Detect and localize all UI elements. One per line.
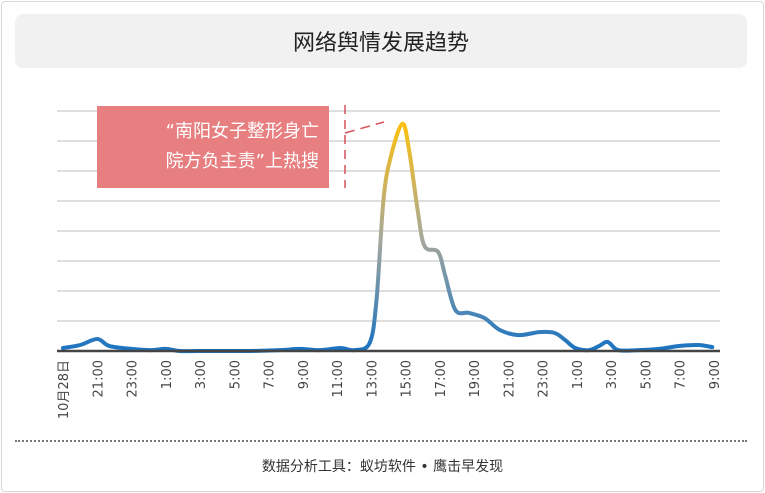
x-tick-label: 3:00: [605, 360, 620, 389]
x-tick-label: 5:00: [228, 360, 243, 389]
x-tick-label: 13:00: [365, 360, 380, 397]
x-tick-label: 21:00: [502, 360, 517, 397]
annotation-line-2: 院方负主责”上热搜: [165, 151, 319, 172]
x-tick-label: 19:00: [468, 360, 483, 397]
x-tick-label: 7:00: [674, 360, 689, 389]
x-tick-label: 1:00: [571, 360, 586, 389]
footer-source: 数据分析工具：蚁坊软件 • 鹰击早发现: [261, 459, 504, 475]
x-tick-label: 9:00: [708, 360, 723, 389]
annotation-line-1: “南阳女子整形身亡: [165, 121, 319, 142]
x-tick-label: 5:00: [639, 360, 654, 389]
x-tick-label: 7:00: [263, 360, 278, 389]
footer-divider: [15, 440, 747, 442]
x-tick-label: 17:00: [434, 360, 449, 397]
x-tick-label: 11:00: [331, 360, 346, 397]
annotation-leader-line: [344, 121, 385, 134]
event-annotation: “南阳女子整形身亡 院方负主责”上热搜: [97, 106, 329, 188]
x-tick-label: 1:00: [160, 360, 175, 389]
x-tick-label: 3:00: [194, 360, 209, 389]
x-tick-label: 23:00: [537, 360, 552, 397]
x-tick-label: 21:00: [91, 360, 106, 397]
x-tick-label: 15:00: [400, 360, 415, 397]
x-tick-label: 23:00: [126, 360, 141, 397]
x-tick-label: 10月28日: [57, 360, 72, 419]
x-tick-label: 9:00: [297, 360, 312, 389]
chart-title: 网络舆情发展趋势: [15, 14, 747, 68]
